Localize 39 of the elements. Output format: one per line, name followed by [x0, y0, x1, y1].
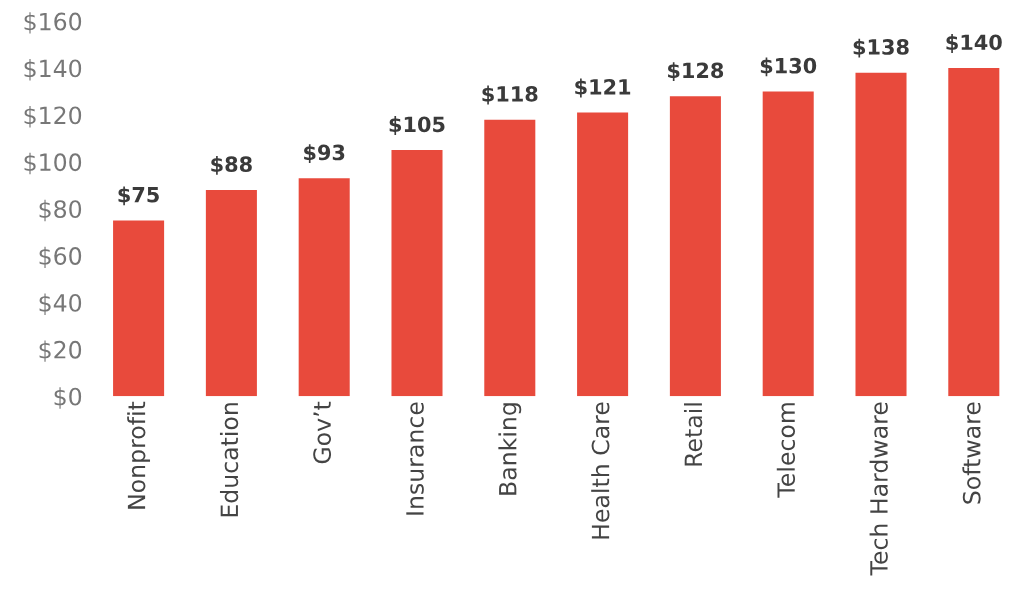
- y-tick-label: $40: [39, 293, 82, 315]
- x-tick-label: Tech Hardware: [869, 402, 888, 576]
- y-tick-label: $120: [24, 105, 82, 128]
- data-label: $130: [760, 57, 817, 77]
- data-label: $121: [575, 78, 631, 98]
- bar: [577, 112, 629, 397]
- y-tick-label: $0: [54, 387, 82, 409]
- y-tick-label: $160: [24, 12, 82, 34]
- bar: [391, 150, 443, 397]
- y-tick-label: $80: [39, 199, 82, 222]
- data-label: $128: [668, 62, 724, 82]
- data-label: $140: [946, 34, 1002, 53]
- bar: [762, 91, 814, 397]
- x-tick-label: Software: [962, 402, 981, 504]
- x-tick-label: Nonprofit: [127, 401, 151, 509]
- x-tick-label: Retail: [683, 403, 703, 466]
- x-tick-label: Gov’t: [313, 401, 332, 464]
- y-tick-label: $20: [39, 340, 82, 362]
- bar: [484, 119, 536, 397]
- y-tick-label: $140: [24, 59, 82, 81]
- x-tick-label: Health Care: [591, 402, 610, 539]
- x-tick-label: Telecom: [776, 403, 796, 498]
- y-tick-label: $60: [39, 246, 82, 269]
- bar: [205, 189, 257, 397]
- bar: [948, 68, 1000, 397]
- x-tick-label: Insurance: [406, 402, 424, 515]
- data-label: $118: [482, 85, 538, 105]
- data-label: $93: [304, 144, 345, 164]
- x-tick-label: Banking: [498, 403, 522, 495]
- x-tick-label: Education: [219, 403, 239, 517]
- data-label: $105: [389, 116, 445, 135]
- bar: [855, 72, 907, 397]
- data-label: $75: [118, 186, 159, 206]
- bar: [113, 220, 165, 397]
- bar: [298, 178, 350, 397]
- y-tick-label: $100: [24, 152, 82, 175]
- data-label: $138: [853, 38, 909, 58]
- data-label: $88: [211, 155, 252, 175]
- bar: [669, 96, 721, 397]
